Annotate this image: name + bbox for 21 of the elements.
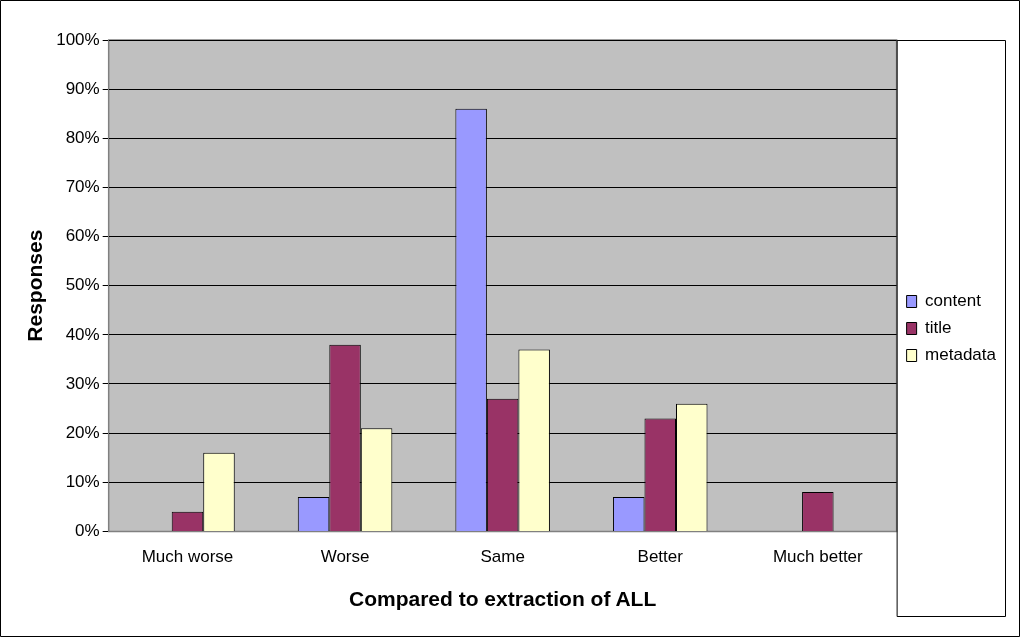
x-tick-label: Same (480, 547, 525, 567)
legend-label: content (925, 291, 982, 311)
y-tick-label: 0% (75, 521, 100, 541)
x-tick-label: Better (637, 547, 684, 567)
y-tick-label: 90% (65, 78, 100, 98)
y-tick-label: 40% (65, 324, 100, 344)
y-tick-label: 100% (56, 29, 100, 49)
y-tick-label: 70% (65, 177, 100, 197)
y-tick-label: 60% (65, 226, 100, 246)
y-tick-label: 20% (65, 422, 100, 442)
y-tick-label: 50% (65, 275, 100, 295)
x-tick-label: Much worse (141, 547, 234, 567)
x-tick-label: Worse (320, 547, 370, 567)
legend-label: title (925, 318, 952, 338)
y-tick-label: 80% (65, 127, 100, 147)
y-tick-label: 30% (65, 373, 100, 393)
legend-label: metadata (925, 345, 997, 365)
x-tick-label: Much better (772, 547, 864, 567)
y-axis-title: Responses (23, 229, 47, 342)
x-axis-title: Compared to extraction of ALL (349, 587, 657, 611)
y-tick-label: 10% (65, 471, 100, 491)
